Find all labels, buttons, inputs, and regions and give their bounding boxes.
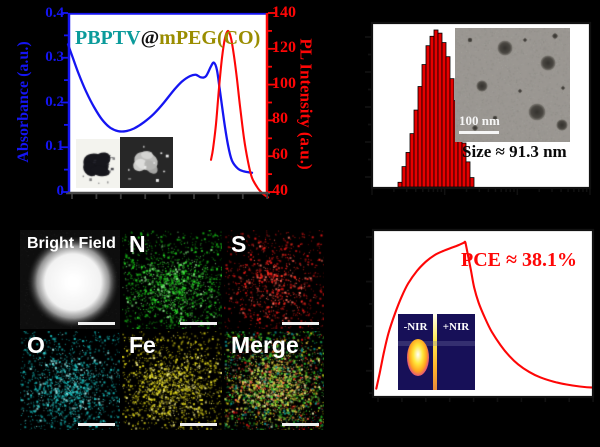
spectra-title-polymer: PBPTV [75, 27, 141, 49]
axis-tick-label: 140 [272, 4, 296, 21]
thermal-nir-off-image: -NIR [398, 314, 433, 390]
eds-sulfur-map [224, 230, 324, 329]
spectra-title-at: @ [140, 27, 160, 49]
eds-scalebar [282, 322, 319, 325]
eds-scalebar [180, 423, 217, 426]
axis-tick-label: 40 [272, 182, 288, 199]
eds-scalebar [282, 423, 319, 426]
eds-label-bright-field: Bright Field [27, 235, 116, 252]
axis-tick-label: 0.1 [45, 138, 64, 155]
eds-scalebar [78, 322, 115, 325]
axis-tick-label: 0.2 [45, 93, 64, 110]
dls-size-annotation: Size ≈ 91.3 nm [462, 142, 567, 161]
eds-tile-merge: Merge [224, 331, 324, 430]
eds-label-iron: Fe [129, 332, 156, 358]
thermal-ir-inset: -NIR +NIR [398, 314, 475, 390]
sample-photo-daylight [76, 139, 120, 188]
pce-annotation: PCE ≈ 38.1% [461, 249, 577, 271]
axis-tick-label: 0 [56, 183, 65, 199]
axis-tick-label: 80 [272, 110, 288, 128]
eds-bright-field-image [20, 230, 120, 329]
thermal-hotspot [407, 339, 429, 376]
nir-on-label: +NIR [442, 321, 470, 333]
eds-tile-iron: Fe [122, 331, 222, 430]
sample-photo-fluorescence [120, 137, 173, 188]
capillary-glow-line [433, 314, 437, 390]
axis-tick-label: 100 [272, 74, 296, 92]
thermal-nir-on-image: +NIR [437, 314, 475, 390]
spectra-title-peg: mPEG(CO) [159, 27, 261, 49]
axis-tick-label: 60 [272, 146, 288, 164]
eds-nitrogen-map [122, 230, 222, 329]
spectra-title: PBPTV@mPEG(CO) [75, 27, 260, 50]
tem-scalebar-label: 100 nm [459, 113, 500, 128]
tem-inset-image [455, 28, 570, 142]
axis-tick-label: 0.4 [45, 5, 64, 21]
eds-scalebar [180, 322, 217, 325]
eds-label-oxygen: O [27, 332, 45, 358]
axis-tick-label: 120 [272, 38, 296, 56]
axis-tick-label: 0.3 [45, 48, 64, 65]
eds-label-nitrogen: N [129, 231, 146, 257]
thermal-inset-band [398, 341, 475, 346]
tem-scalebar [459, 131, 499, 134]
eds-tile-bright-field: Bright Field [20, 230, 120, 329]
eds-merge-map [224, 331, 324, 430]
eds-label-merge: Merge [231, 332, 299, 358]
eds-oxygen-map [20, 331, 120, 430]
eds-tile-nitrogen: N [122, 230, 222, 329]
eds-tile-sulfur: S [224, 230, 324, 329]
eds-iron-map [122, 331, 222, 430]
eds-scalebar [78, 423, 115, 426]
nir-off-label: -NIR [403, 321, 428, 333]
eds-tile-oxygen: O [20, 331, 120, 430]
eds-label-sulfur: S [231, 231, 247, 257]
